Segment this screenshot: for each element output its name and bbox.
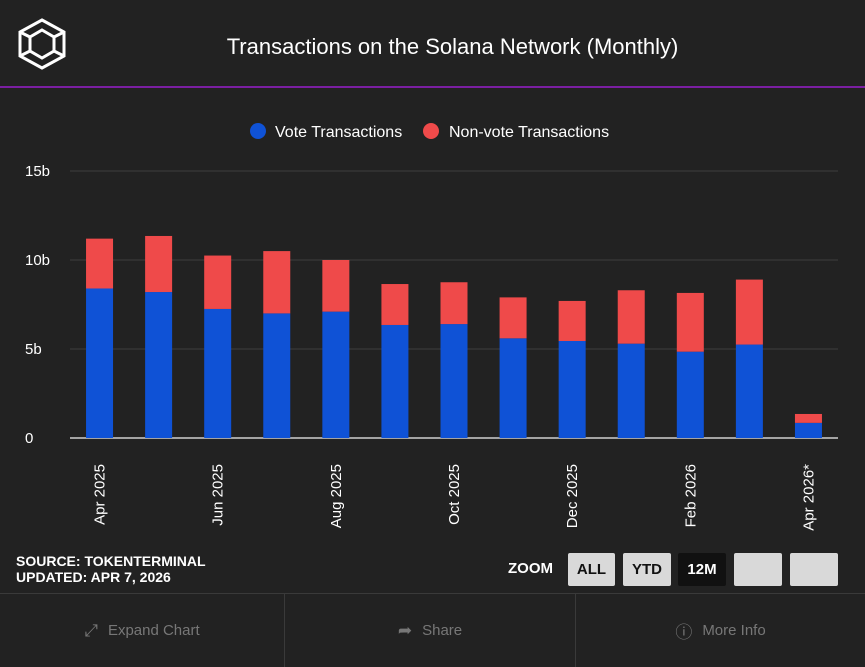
bar-nonvote[interactable]: [322, 260, 350, 312]
bar-vote[interactable]: [322, 311, 350, 438]
bar-nonvote[interactable]: [617, 290, 645, 344]
more-info-button[interactable]: ⓘ More Info: [576, 594, 865, 667]
bar-vote[interactable]: [735, 344, 763, 438]
y-tick-label: 5b: [25, 341, 42, 358]
bar-nonvote[interactable]: [145, 235, 173, 293]
bar-vote[interactable]: [145, 292, 173, 438]
bar-vote[interactable]: [794, 422, 822, 438]
zoom-blank-button-1[interactable]: [734, 553, 782, 586]
share-label: Share: [422, 622, 463, 639]
x-tick-label: Dec 2025: [564, 464, 581, 528]
zoom-label: ZOOM: [508, 560, 553, 577]
bar-vote[interactable]: [558, 340, 586, 438]
bar-nonvote[interactable]: [263, 251, 291, 314]
bar-vote[interactable]: [499, 338, 527, 438]
legend-nonvote-swatch: [423, 123, 439, 139]
zoom-12m-button[interactable]: 12M: [678, 553, 726, 586]
x-tick-label: Oct 2025: [446, 464, 463, 525]
chart-title: Transactions on the Solana Network (Mont…: [226, 34, 679, 59]
bar-nonvote[interactable]: [499, 297, 527, 339]
bar-nonvote[interactable]: [381, 284, 409, 325]
footer-divider: [575, 594, 576, 667]
source-line: SOURCE: TOKENTERMINAL: [16, 553, 206, 569]
share-button[interactable]: ➦ Share: [285, 594, 575, 667]
bar-nonvote[interactable]: [86, 238, 114, 289]
legend-nonvote-label: Non-vote Transactions: [449, 124, 609, 141]
bar-vote[interactable]: [617, 343, 645, 438]
stacked-bar-chart: Vote Transactions Non-vote Transactions …: [25, 123, 838, 531]
expand-chart-label: Expand Chart: [107, 622, 200, 639]
bar-vote[interactable]: [381, 324, 409, 438]
bar-vote[interactable]: [676, 351, 704, 438]
expand-icon: ⤢: [84, 620, 98, 640]
footer-divider: [284, 594, 285, 667]
bar-nonvote[interactable]: [794, 413, 822, 423]
bar-vote[interactable]: [440, 324, 468, 438]
expand-chart-button[interactable]: ⤢ Expand Chart: [0, 594, 284, 667]
updated-line: UPDATED: APR 7, 2026: [16, 569, 171, 585]
bar-vote[interactable]: [263, 313, 291, 438]
x-tick-label: Feb 2026: [682, 464, 699, 527]
y-tick-label: 10b: [25, 252, 50, 269]
y-tick-label: 15b: [25, 163, 50, 180]
bar-nonvote[interactable]: [204, 255, 232, 309]
share-icon: ➦: [397, 620, 413, 640]
x-axis: Apr 2025 Jun 2025 Aug 2025 Oct 2025 Dec 2025…: [92, 464, 818, 531]
bar-vote[interactable]: [86, 288, 114, 438]
bar-vote[interactable]: [204, 308, 232, 438]
x-tick-label: Apr 2025: [92, 464, 109, 525]
y-axis: 0 5b 10b 15b: [25, 163, 50, 447]
x-tick-label: Apr 2026*: [800, 464, 817, 531]
zoom-all-button[interactable]: ALL: [568, 553, 615, 586]
zoom-ytd-button[interactable]: YTD: [623, 553, 671, 586]
legend-vote-label: Vote Transactions: [275, 124, 402, 141]
bar-nonvote[interactable]: [676, 292, 704, 352]
more-info-label: More Info: [702, 622, 766, 639]
y-tick-label: 0: [25, 430, 33, 447]
source-info: SOURCE: TOKENTERMINAL UPDATED: APR 7, 20…: [16, 553, 206, 585]
legend-vote-swatch: [250, 123, 266, 139]
x-tick-label: Aug 2025: [328, 464, 345, 528]
x-tick-label: Jun 2025: [210, 464, 227, 526]
info-icon: ⓘ: [675, 623, 693, 642]
the-block-logo-icon: [18, 18, 66, 70]
bars[interactable]: [86, 235, 822, 438]
bar-nonvote[interactable]: [440, 282, 468, 325]
bar-nonvote[interactable]: [558, 300, 586, 341]
bar-nonvote[interactable]: [735, 279, 763, 345]
chart-header: Transactions on the Solana Network (Mont…: [0, 0, 865, 88]
zoom-blank-button-2[interactable]: [790, 553, 838, 586]
footer-actions: ⤢ Expand Chart ➦ Share ⓘ More Info: [0, 593, 865, 667]
chart-legend[interactable]: Vote Transactions Non-vote Transactions: [250, 123, 609, 141]
